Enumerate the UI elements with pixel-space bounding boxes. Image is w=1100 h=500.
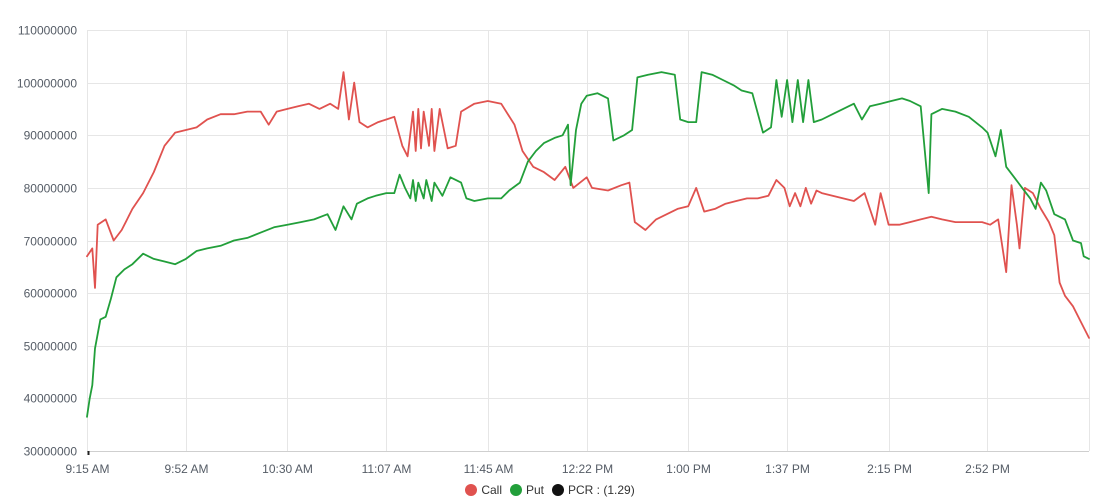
x-tick-label: 2:15 PM [867,462,912,476]
y-tick-label: 40000000 [24,392,78,406]
x-tick-label: 12:22 PM [562,462,613,476]
x-tick-label: 1:00 PM [666,462,711,476]
y-axis-tick-labels: 30000000 40000000 50000000 60000000 70000000… [17,24,77,459]
y-tick-label: 30000000 [24,445,78,459]
pcr-dot-icon [552,484,564,496]
legend-label-pcr: PCR : (1.29) [568,483,635,497]
call-dot-icon [465,484,478,496]
line-chart: 30000000 40000000 50000000 60000000 70000000… [17,24,1090,476]
legend-item-pcr[interactable]: PCR : (1.29) [552,483,635,497]
x-tick-label: 9:15 AM [65,462,109,476]
y-tick-label: 110000000 [18,24,78,38]
series-lines [86,71,1090,418]
y-tick-label: 70000000 [24,235,78,249]
x-tick-label: 2:52 PM [965,462,1010,476]
x-tick-label: 11:07 AM [362,462,412,476]
series-line-put [86,71,1090,418]
x-axis-tick-labels: 9:15 AM 9:52 AM 10:30 AM 11:07 AM 11:45 AM 12… [65,462,1009,476]
put-dot-icon [509,484,522,496]
x-tick-label: 10:30 AM [262,462,313,476]
chart-legend: Call Put PCR : (1.29) [0,481,1100,499]
y-tick-label: 60000000 [24,287,78,301]
x-tick-label: 1:37 PM [765,462,810,476]
y-tick-label: 100000000 [17,77,77,91]
y-tick-label: 50000000 [24,340,78,354]
legend-item-call[interactable]: Call [465,483,502,497]
x-tick-label: 9:52 AM [164,462,208,476]
legend-label-call: Call [481,483,502,497]
x-tick-label: 11:45 AM [464,462,514,476]
legend-label-put: Put [525,483,544,497]
y-tick-label: 90000000 [24,129,78,143]
axes [87,451,1089,455]
series-line-call [86,71,1090,339]
y-tick-label: 80000000 [24,182,78,196]
legend-item-put[interactable]: Put [509,483,544,497]
grid-lines [87,30,1090,452]
